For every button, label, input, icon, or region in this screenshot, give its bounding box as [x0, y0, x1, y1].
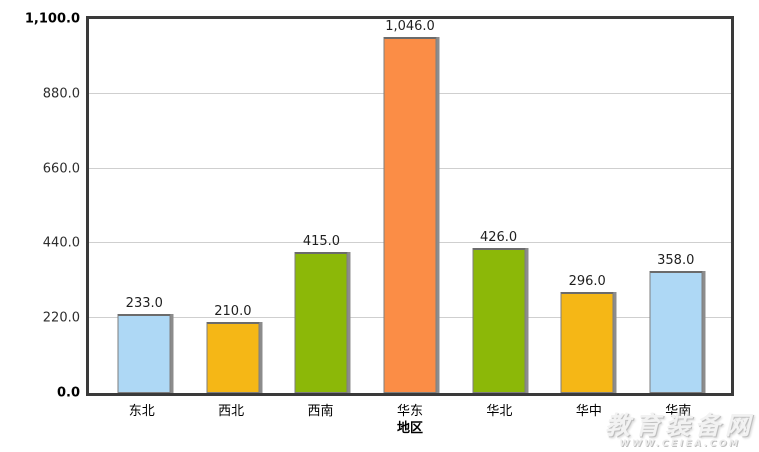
- bar-value-label: 233.0: [125, 295, 163, 311]
- x-category-label: 华中: [575, 404, 602, 419]
- bar-value-label: 358.0: [657, 253, 695, 269]
- bar: [649, 271, 703, 393]
- bar-value-label: 1,046.0: [385, 19, 435, 35]
- watermark-url: WWW.CEIEA.COM: [619, 439, 741, 450]
- y-axis-labels: 0.0 220.0 440.0 660.0 880.0 1,100.0: [0, 12, 82, 401]
- bar: [294, 251, 348, 393]
- bar-value-label: 415.0: [302, 233, 341, 249]
- bar-slot: 296.0: [543, 19, 632, 393]
- bar-slot: 210.0: [189, 19, 278, 393]
- x-category-label: 华南: [665, 404, 692, 419]
- bar-value-label: 296.0: [568, 274, 606, 290]
- x-category-label: 华北: [486, 404, 513, 419]
- bar-value-label: 210.0: [214, 303, 252, 319]
- bar: [206, 321, 260, 393]
- x-category-label: 华东: [396, 404, 423, 419]
- y-tick-label: 220.0: [42, 310, 80, 326]
- y-tick-label: 1,100.0: [24, 11, 80, 27]
- plot-area: 233.0 210.0 415.0 1,046.0 426.0 296.0 358.0: [86, 16, 734, 396]
- bar-slot: 358.0: [631, 19, 720, 393]
- x-category-label: 东北: [128, 404, 155, 419]
- bar: [560, 292, 614, 393]
- bar-slot: 1,046.0: [366, 19, 455, 393]
- x-axis-title: 地区: [396, 421, 423, 436]
- y-tick-label: 0.0: [56, 385, 80, 401]
- bar: [117, 313, 171, 393]
- x-category-label: 西北: [218, 404, 245, 419]
- bar-slot: 415.0: [277, 19, 366, 393]
- bar: [472, 248, 526, 393]
- bars-container: 233.0 210.0 415.0 1,046.0 426.0 296.0 358.0: [89, 19, 731, 393]
- y-tick-label: 660.0: [42, 161, 80, 177]
- y-tick-label: 440.0: [42, 235, 80, 251]
- bar-value-label: 426.0: [479, 230, 518, 246]
- x-axis-labels: 东北 西北 西南 华东 华北 华中 华南: [86, 400, 734, 419]
- bar-slot: 233.0: [100, 19, 189, 393]
- bar: [383, 37, 437, 393]
- x-category-label: 西南: [307, 404, 334, 419]
- y-tick-label: 880.0: [42, 86, 80, 102]
- bar-slot: 426.0: [454, 19, 543, 393]
